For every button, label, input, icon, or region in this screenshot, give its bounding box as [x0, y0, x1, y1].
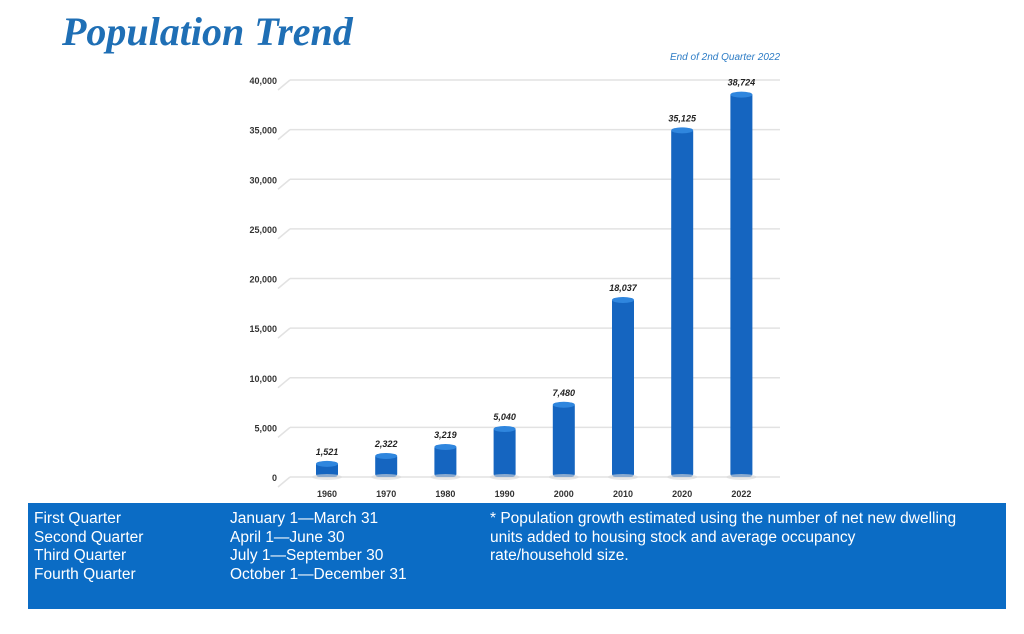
bar-shadow: [548, 474, 579, 480]
x-tick-label: 1960: [317, 489, 337, 499]
y-tick-label: 20,000: [249, 275, 277, 285]
bar-shadow: [608, 474, 638, 480]
data-label: 2,322: [374, 439, 398, 449]
quarter-range: October 1—December 31: [230, 565, 407, 583]
bar-chart: 0 5,000 10,000 15,000 20,000 25,000 30,000 35,0…: [249, 76, 780, 499]
bar-top: [375, 452, 398, 459]
chart-note: End of 2nd Quarter 2022: [669, 52, 781, 63]
bar-top: [316, 460, 338, 467]
bar: [612, 297, 634, 477]
gridline-depth: [277, 476, 291, 488]
data-label: 7,480: [553, 388, 576, 398]
gridline-depth: [277, 327, 291, 339]
bar-top: [552, 401, 575, 408]
bar: [375, 453, 398, 477]
x-tick-label: 1990: [495, 489, 515, 499]
x-tick-label: 1970: [376, 489, 396, 499]
x-tick-label: 2010: [613, 489, 633, 499]
quarter-name: First Quarter: [34, 510, 121, 527]
y-tick-label: 10,000: [249, 374, 277, 384]
quarter-name: Fourth Quarter: [34, 565, 136, 583]
x-tick-label: 1980: [435, 489, 455, 499]
bar: [434, 445, 457, 477]
data-label: 1,521: [316, 447, 339, 457]
bar-shadow: [726, 474, 757, 480]
y-tick-label: 5,000: [254, 423, 277, 433]
page-title: Population Trend: [62, 9, 353, 54]
bar-shadow: [430, 474, 461, 480]
y-tick-label: 0: [272, 473, 277, 483]
y-tick-label: 25,000: [249, 225, 277, 235]
quarter-name: Third Quarter: [34, 547, 127, 564]
footnote: * Population growth estimated using the …: [490, 510, 957, 564]
x-tick-label: 2022: [731, 489, 751, 499]
data-label: 3,219: [434, 430, 457, 440]
y-tick-label: 40,000: [249, 76, 277, 86]
data-label: 5,040: [493, 412, 516, 422]
gridline-depth: [277, 228, 291, 240]
y-tick-label: 15,000: [249, 324, 277, 334]
bar-top: [434, 444, 457, 451]
quarter-range: July 1—September 30: [230, 547, 384, 564]
bar-top: [612, 296, 634, 303]
bar: [671, 128, 694, 477]
bar: [493, 426, 516, 477]
data-label: 18,037: [609, 283, 638, 293]
bar-shadow: [371, 474, 402, 480]
bar-shadow: [312, 474, 342, 480]
y-tick-label: 35,000: [249, 126, 277, 136]
bar-top: [493, 425, 516, 432]
bar: [552, 402, 575, 477]
gridline-depth: [277, 79, 291, 91]
quarter-range: April 1—June 30: [230, 528, 345, 546]
y-tick-label: 30,000: [249, 175, 277, 185]
gridline-depth: [277, 178, 291, 190]
quarter-name: Second Quarter: [34, 528, 144, 546]
bar: [730, 92, 753, 477]
gridline-depth: [277, 277, 291, 290]
data-label: 35,125: [668, 113, 697, 123]
gridline-depth: [277, 426, 291, 438]
x-tick-label: 2000: [554, 489, 574, 499]
quarter-range: January 1—March 31: [230, 510, 379, 527]
bar-top: [671, 127, 694, 134]
bar-shadow: [667, 474, 698, 480]
bar-top: [730, 91, 753, 98]
gridline-depth: [277, 129, 291, 141]
bar-shadow: [489, 474, 520, 480]
gridline-depth: [277, 377, 291, 389]
x-tick-label: 2020: [672, 489, 692, 499]
data-label: 38,724: [728, 78, 756, 88]
info-panel: First Quarter January 1—March 31 Second …: [28, 503, 1006, 609]
